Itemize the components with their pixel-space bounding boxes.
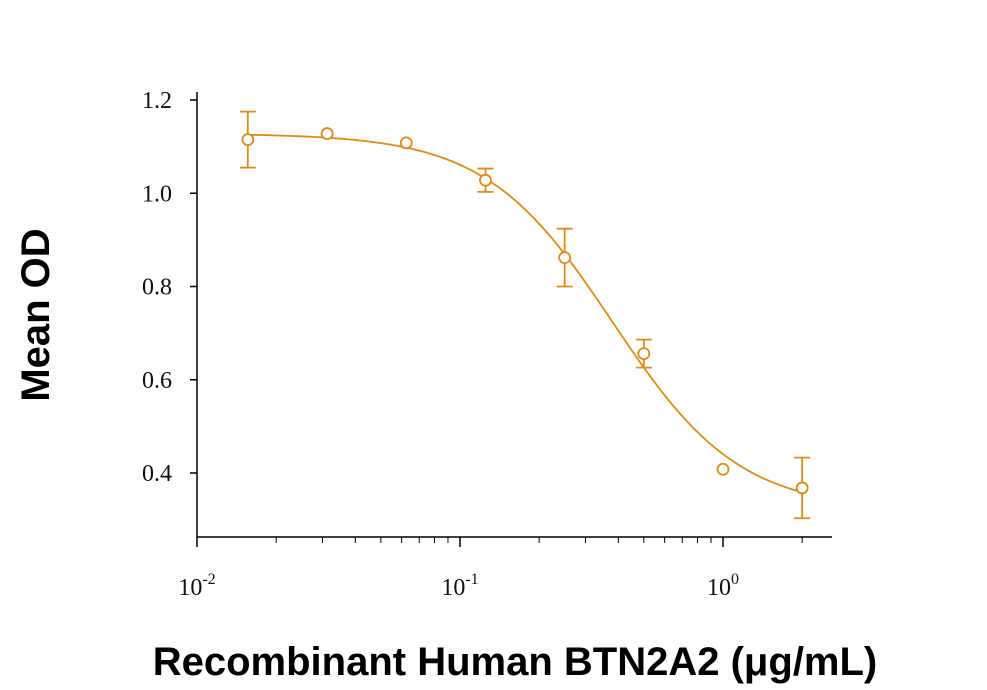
data-point-group	[239, 110, 256, 169]
x-axis-title: Recombinant Human BTN2A2 (μg/mL)	[153, 640, 878, 684]
y-tick-label: 1.0	[142, 181, 172, 207]
x-tick-label: 10-2	[178, 571, 215, 601]
y-tick-label: 0.4	[142, 461, 172, 487]
y-ticks: 0.4 0.6 0.8 1.0 1.2	[142, 88, 197, 487]
data-point	[637, 347, 651, 361]
data-point-group	[635, 338, 652, 369]
data-point-group	[477, 167, 494, 193]
data-point	[320, 127, 334, 140]
x-ticks: 10-2 10-1 100	[178, 537, 803, 601]
y-tick-label: 0.6	[142, 368, 172, 394]
x-tick-label: 10-1	[441, 571, 478, 601]
data-point	[558, 251, 572, 264]
data-point-group	[556, 227, 573, 288]
data-point	[716, 462, 730, 476]
data-point-group	[794, 456, 811, 520]
y-tick-label: 1.2	[142, 88, 172, 114]
y-axis-title: Mean OD	[14, 228, 58, 401]
data-point	[241, 133, 255, 147]
axes	[196, 92, 832, 538]
y-tick-label: 0.8	[142, 275, 172, 301]
data-point-group	[320, 127, 334, 140]
data-point	[479, 173, 492, 187]
data-point	[399, 136, 413, 150]
x-tick-label: 100	[707, 571, 739, 601]
fit-curve-layer	[247, 133, 803, 494]
fit-curve	[247, 133, 803, 494]
data-point	[795, 481, 809, 495]
data-points-layer	[239, 110, 811, 520]
data-point-group	[716, 462, 730, 476]
data-point-group	[399, 136, 413, 150]
